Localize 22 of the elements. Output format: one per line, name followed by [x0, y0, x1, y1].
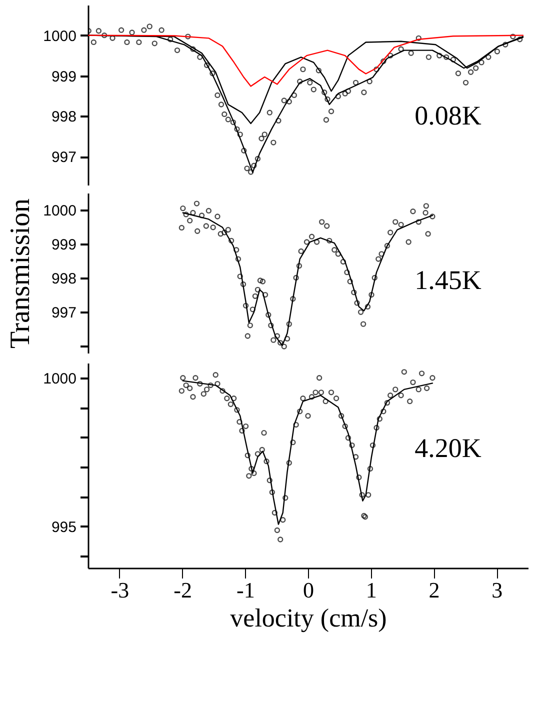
- x-tick-label: 0: [303, 578, 314, 602]
- x-tick-label: -3: [110, 578, 130, 602]
- y-tick-label: 1000: [43, 28, 76, 45]
- y-tick-label: 997: [51, 149, 76, 166]
- annotation: 4.20K: [414, 433, 482, 464]
- y-tick-label: 998: [51, 108, 76, 126]
- x-tick-label: 3: [492, 578, 503, 602]
- y-tick-label: 999: [51, 68, 76, 86]
- x-axis-title: velocity (cm/s): [230, 604, 387, 632]
- y-tick-label: 998: [51, 270, 76, 288]
- y-tick-label: 1000: [43, 370, 76, 388]
- x-tick-label: -2: [174, 578, 192, 602]
- y-tick-label: 995: [51, 518, 76, 536]
- y-tick-label: 999: [51, 236, 76, 254]
- y-axis-title: Transmission: [5, 198, 36, 348]
- annotation: 1.45K: [414, 265, 482, 295]
- annotation: 0.08K: [414, 100, 482, 131]
- x-tick-label: 2: [428, 578, 440, 602]
- y-tick-label: 997: [51, 304, 76, 322]
- x-tick-label: -1: [236, 578, 255, 602]
- x-tick-label: 1: [366, 578, 377, 602]
- y-tick-label: 1000: [43, 202, 76, 220]
